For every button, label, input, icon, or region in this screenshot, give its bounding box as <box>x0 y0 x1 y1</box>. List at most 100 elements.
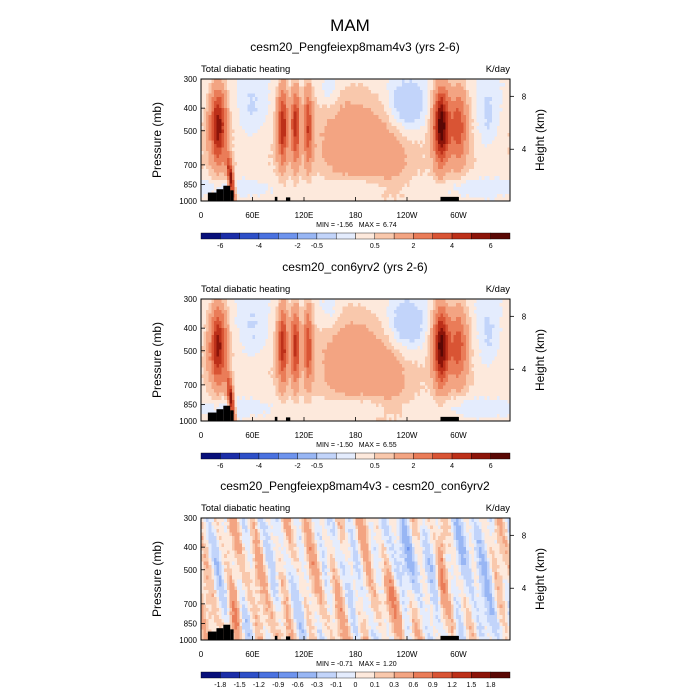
heatmap-cell <box>221 143 225 148</box>
heatmap-cell <box>430 136 434 141</box>
heatmap-cell <box>237 132 240 137</box>
heatmap-cell <box>280 413 284 418</box>
heatmap-cell <box>265 82 269 87</box>
heatmap-cell <box>432 186 436 191</box>
heatmap-cell <box>419 136 423 141</box>
heatmap-cell <box>252 129 256 134</box>
heatmap-cell <box>422 183 426 187</box>
heatmap-cell <box>208 157 212 162</box>
heatmap-cell <box>484 406 488 411</box>
heatmap-cell <box>270 161 274 166</box>
heatmap-cell <box>486 111 490 116</box>
heatmap-cell <box>383 143 387 148</box>
heatmap-cell <box>345 147 349 152</box>
heatmap-cell <box>381 114 385 119</box>
heatmap-cell <box>358 129 361 134</box>
heatmap-cell <box>481 147 485 152</box>
heatmap-cell <box>476 147 480 152</box>
heatmap-cell <box>468 125 472 130</box>
heatmap-cell <box>231 172 235 177</box>
heatmap-cell <box>280 111 284 116</box>
heatmap-cell <box>275 175 279 180</box>
heatmap-cell <box>458 140 462 144</box>
heatmap-cell <box>376 417 379 422</box>
heatmap-cell <box>448 114 452 119</box>
heatmap-cell <box>203 89 207 94</box>
heatmap-cell <box>242 89 246 94</box>
heatmap-cell <box>296 168 300 173</box>
heatmap-cell <box>283 114 287 119</box>
heatmap-cell <box>265 147 269 152</box>
heatmap-cell <box>363 107 367 112</box>
heatmap-cell <box>247 86 251 91</box>
heatmap-cell <box>255 186 258 191</box>
heatmap-cell <box>461 89 464 94</box>
heatmap-cell <box>363 399 367 404</box>
heatmap-cell <box>203 168 207 173</box>
y-tick-label: 1000 <box>179 197 197 206</box>
heatmap-cell <box>298 93 302 98</box>
heatmap-cell <box>491 125 495 130</box>
heatmap-cell <box>309 114 313 119</box>
heatmap-cell <box>288 150 292 155</box>
heatmap-cell <box>425 154 428 159</box>
heatmap-cell <box>486 403 490 407</box>
heatmap-cell <box>443 165 446 170</box>
heatmap-cell <box>314 150 318 155</box>
heatmap-cell <box>494 82 498 87</box>
heatmap-cell <box>430 118 434 123</box>
heatmap-cell <box>347 79 351 83</box>
heatmap-cell <box>486 193 490 198</box>
heatmap-cell <box>422 132 426 137</box>
heatmap-cell <box>345 165 349 170</box>
heatmap-cell <box>314 410 318 415</box>
heatmap-cell <box>373 82 377 87</box>
heatmap-cell <box>401 140 405 144</box>
heatmap-cell <box>280 168 284 173</box>
heatmap-cell <box>427 140 431 144</box>
heatmap-cell <box>203 150 207 155</box>
heatmap-cell <box>329 183 333 187</box>
heatmap-cell <box>453 406 457 411</box>
heatmap-cell <box>450 125 454 130</box>
heatmap-cell <box>319 140 323 144</box>
heatmap-cell <box>229 161 233 166</box>
heatmap-cell <box>435 140 439 144</box>
heatmap-cell <box>267 175 271 180</box>
heatmap-cell <box>283 165 287 170</box>
heatmap-cell <box>368 172 372 177</box>
heatmap-cell <box>260 96 264 101</box>
heatmap-cell <box>425 193 428 198</box>
heatmap-cell <box>291 79 295 83</box>
heatmap-cell <box>386 168 390 173</box>
heatmap-cell <box>461 129 464 134</box>
heatmap-cell <box>226 125 230 130</box>
heatmap-cell <box>445 161 449 166</box>
heatmap-cell <box>491 197 495 202</box>
heatmap-cell <box>481 193 485 198</box>
heatmap-cell <box>504 136 508 141</box>
heatmap-cell <box>273 129 276 134</box>
heatmap-cell <box>407 395 410 400</box>
heatmap-cell <box>504 86 508 91</box>
heatmap-cell <box>283 154 287 159</box>
heatmap-cell <box>499 96 503 101</box>
heatmap-cell <box>502 104 506 109</box>
heatmap-cell <box>396 183 400 187</box>
heatmap-cell <box>231 157 235 162</box>
heatmap-cell <box>468 107 472 112</box>
heatmap-cell <box>497 93 501 98</box>
heatmap-cell <box>443 132 446 137</box>
heatmap-cell <box>391 82 395 87</box>
heatmap-cell <box>224 122 228 126</box>
heatmap-cell <box>206 403 210 407</box>
heatmap-cell <box>252 82 256 87</box>
heatmap-cell <box>332 114 336 119</box>
land-block <box>230 190 234 201</box>
heatmap-cell <box>355 100 359 105</box>
heatmap-cell <box>260 125 264 130</box>
heatmap-cell <box>350 175 354 180</box>
heatmap-cell <box>370 175 374 180</box>
heatmap-cell <box>396 186 400 191</box>
heatmap-cell <box>473 147 477 152</box>
